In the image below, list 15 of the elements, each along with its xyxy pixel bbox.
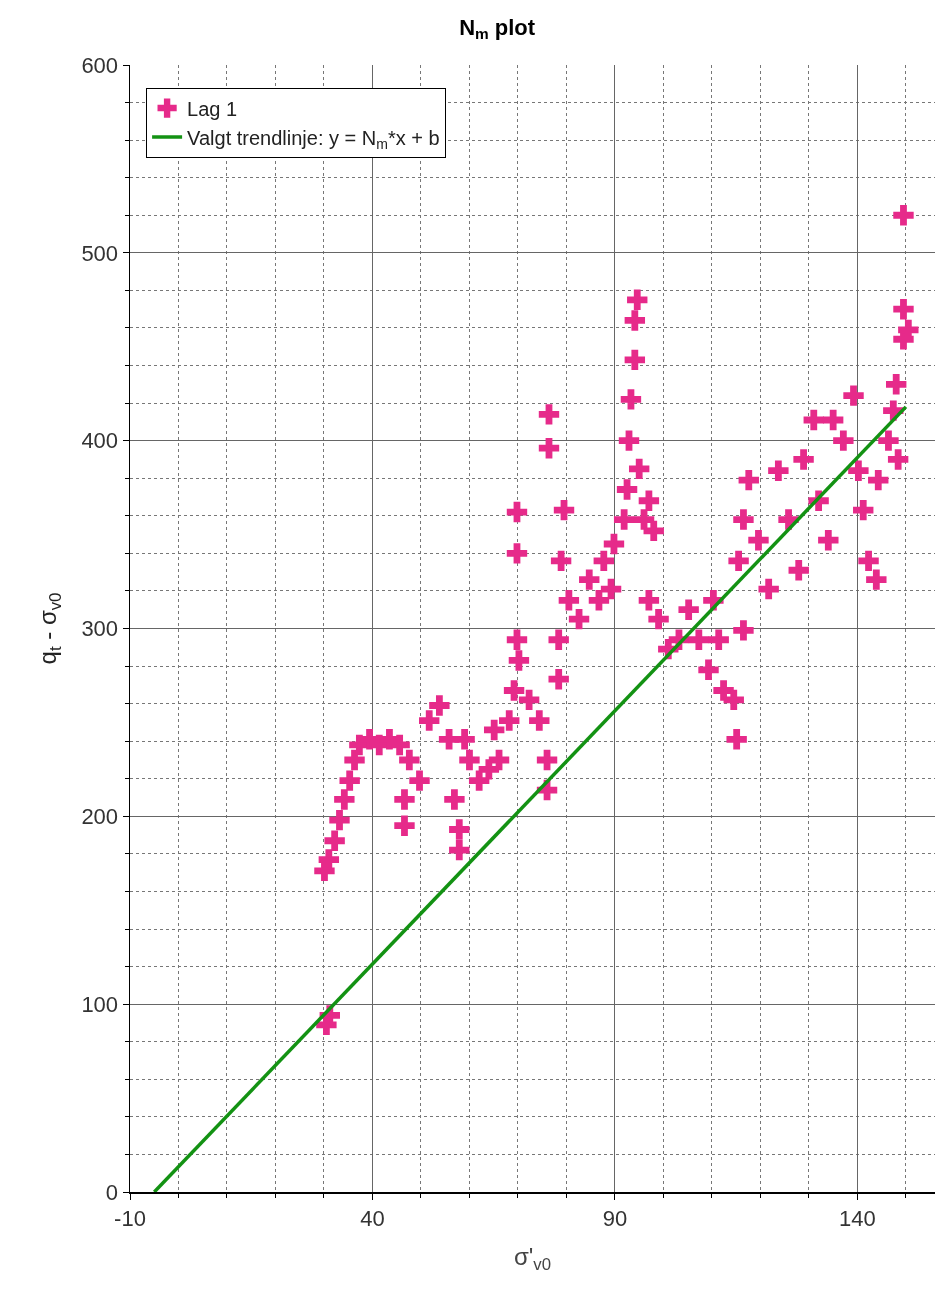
y-tick-label: 300 bbox=[81, 616, 119, 642]
y-tick-label: 500 bbox=[81, 240, 119, 266]
x-tick-label: 40 bbox=[360, 1205, 385, 1231]
x-axis-title: σ'$_{v0}$ bbox=[513, 1242, 552, 1274]
legend-label: Valgt trendlinje: y = N$_{m}$*x + b bbox=[187, 126, 440, 153]
x-tick-label: 90 bbox=[602, 1205, 628, 1231]
x-tick-label: -10 bbox=[114, 1205, 146, 1231]
y-tick-label: 400 bbox=[81, 428, 119, 454]
y-tick-label: 0 bbox=[105, 1179, 119, 1205]
y-tick-label: 600 bbox=[81, 52, 119, 78]
legend-label: Lag 1 bbox=[187, 97, 238, 120]
y-tick-label: 100 bbox=[81, 991, 119, 1017]
chart-title: N$_{m}$ plot bbox=[459, 14, 536, 43]
y-tick-label: 200 bbox=[81, 804, 119, 830]
x-tick-label: 140 bbox=[839, 1205, 876, 1231]
